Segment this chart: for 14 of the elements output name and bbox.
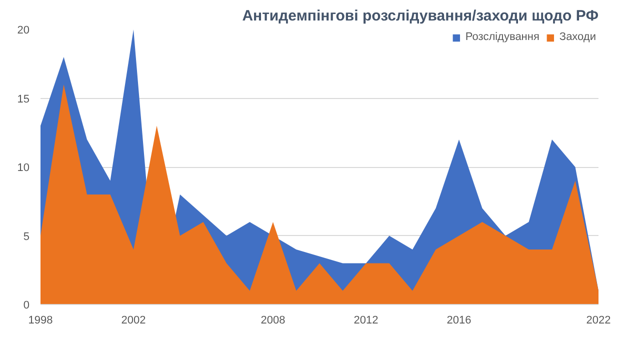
x-tick-label: 2016 [446, 314, 472, 326]
legend-label: Заходи [559, 31, 596, 43]
x-tick-label: 2008 [260, 314, 286, 326]
x-tick-label: 2022 [586, 314, 611, 326]
chart-title: Антидемпінгові розслідування/заходи щодо РФ [242, 8, 599, 24]
x-tick-label: 2002 [121, 314, 146, 326]
y-tick-label: 0 [23, 300, 30, 312]
y-tick-label: 10 [17, 162, 30, 174]
x-tick-label: 2012 [354, 314, 378, 326]
y-tick-label: 15 [17, 93, 30, 106]
legend-label: Розслідування [465, 31, 540, 43]
x-tick-label: 1998 [28, 314, 53, 326]
y-tick-label: 20 [17, 24, 30, 36]
y-tick-label: 5 [23, 230, 30, 243]
